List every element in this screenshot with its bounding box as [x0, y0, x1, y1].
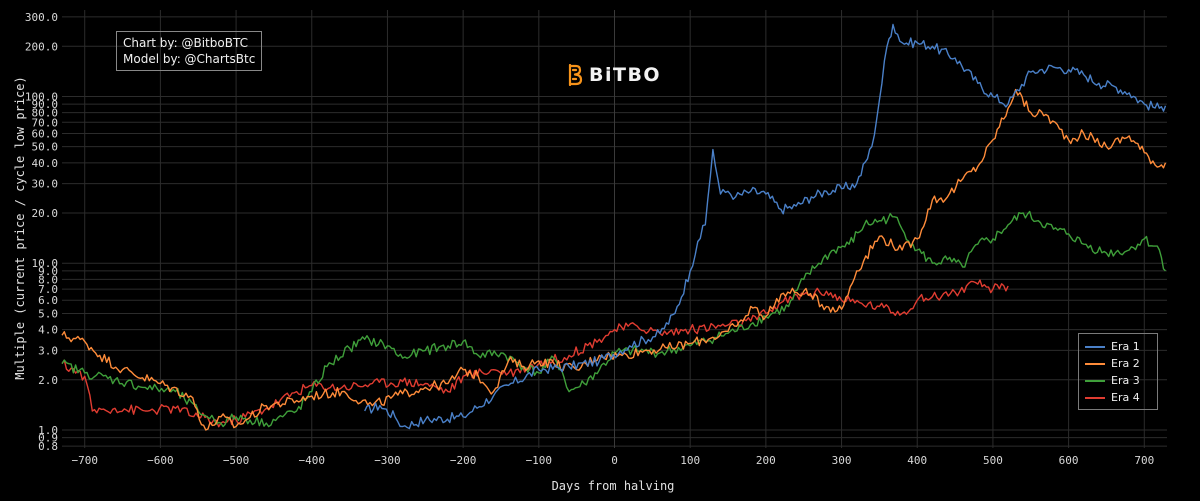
x-tick-label: 100 — [680, 454, 700, 467]
legend-swatch — [1085, 379, 1105, 382]
y-tick-label: 9.0 — [38, 265, 58, 278]
x-tick-label: 0 — [611, 454, 618, 467]
legend-swatch — [1085, 362, 1105, 365]
y-tick-label: 300.0 — [25, 11, 58, 24]
legend-item-era-1[interactable]: Era 1 — [1085, 338, 1151, 355]
legend-item-era-3[interactable]: Era 3 — [1085, 372, 1151, 389]
x-axis-title: Days from halving — [552, 479, 675, 493]
x-tick-label: 300 — [832, 454, 852, 467]
series-line-era-1 — [364, 23, 1167, 430]
y-axis-title: Multiple (current price / cycle low pric… — [13, 76, 27, 379]
legend-label: Era 1 — [1111, 340, 1140, 353]
series-lines — [61, 23, 1167, 431]
bitbo-logo-text: BiTBO — [589, 64, 662, 86]
y-tick-label: 4.0 — [38, 324, 58, 337]
x-gridlines — [84, 10, 1145, 448]
x-tick-label: −600 — [147, 454, 174, 467]
y-tick-label: 200.0 — [25, 40, 58, 53]
y-tick-label: 2.0 — [38, 374, 58, 387]
y-tick-label: 50.0 — [32, 141, 59, 154]
model-by-label: Model by: @ChartsBtc — [123, 52, 256, 66]
y-tick-label: 100.0 — [25, 90, 58, 103]
legend-label: Era 3 — [1111, 374, 1140, 387]
series-line-era-2 — [61, 88, 1167, 431]
y-tick-label: 60.0 — [32, 127, 59, 140]
legend-label: Era 4 — [1111, 391, 1140, 404]
y-tick-label: 20.0 — [32, 207, 59, 220]
x-tick-labels: −700 −600 −500 −400 −300 −200 −100 0 100 200 300 40… — [71, 454, 1154, 467]
y-tick-label: 90.0 — [32, 98, 59, 111]
y-tick-label: 6.0 — [38, 294, 58, 307]
y-tick-label: 5.0 — [38, 307, 58, 320]
x-tick-label: 200 — [756, 454, 776, 467]
chart-credits: Chart by: @BitboBTC Model by: @ChartsBtc — [116, 31, 263, 71]
x-tick-label: −300 — [374, 454, 401, 467]
bitbo-logo-icon — [568, 64, 583, 86]
legend: Era 1 Era 2 Era 3 Era 4 — [1078, 333, 1158, 410]
legend-item-era-2[interactable]: Era 2 — [1085, 355, 1151, 372]
x-tick-label: −700 — [71, 454, 98, 467]
legend-label: Era 2 — [1111, 357, 1140, 370]
x-tick-label: 500 — [983, 454, 1003, 467]
y-tick-label: 0.8 — [38, 440, 58, 453]
y-tick-label: 30.0 — [32, 178, 59, 191]
x-tick-label: −100 — [526, 454, 553, 467]
x-tick-label: 700 — [1134, 454, 1154, 467]
series-line-era-3 — [61, 210, 1166, 428]
y-tick-labels: 0.80.91.0 2.0 3.0 4.0 5.06.07.08.09.010.0 20.… — [25, 11, 58, 453]
y-tick-label: 3.0 — [38, 344, 58, 357]
series-line-era-4 — [61, 279, 1009, 428]
x-tick-label: 400 — [907, 454, 927, 467]
legend-swatch — [1085, 345, 1105, 348]
x-tick-label: −200 — [450, 454, 477, 467]
y-tick-label: 0.9 — [38, 432, 58, 445]
y-tick-label: 7.0 — [38, 283, 58, 296]
y-tick-label: 40.0 — [32, 157, 59, 170]
y-tick-label: 8.0 — [38, 273, 58, 286]
bitbo-logo: BiTBO — [567, 64, 661, 86]
y-tick-label: 70.0 — [32, 116, 59, 129]
legend-swatch — [1085, 396, 1105, 399]
x-tick-label: −500 — [223, 454, 250, 467]
chart-by-label: Chart by: @BitboBTC — [123, 36, 248, 50]
legend-item-era-4[interactable]: Era 4 — [1085, 389, 1151, 406]
x-tick-label: −400 — [299, 454, 326, 467]
x-tick-label: 600 — [1059, 454, 1079, 467]
y-tick-label: 1.0 — [38, 424, 58, 437]
y-tick-label: 80.0 — [32, 107, 59, 120]
y-tick-label: 10.0 — [32, 257, 59, 270]
